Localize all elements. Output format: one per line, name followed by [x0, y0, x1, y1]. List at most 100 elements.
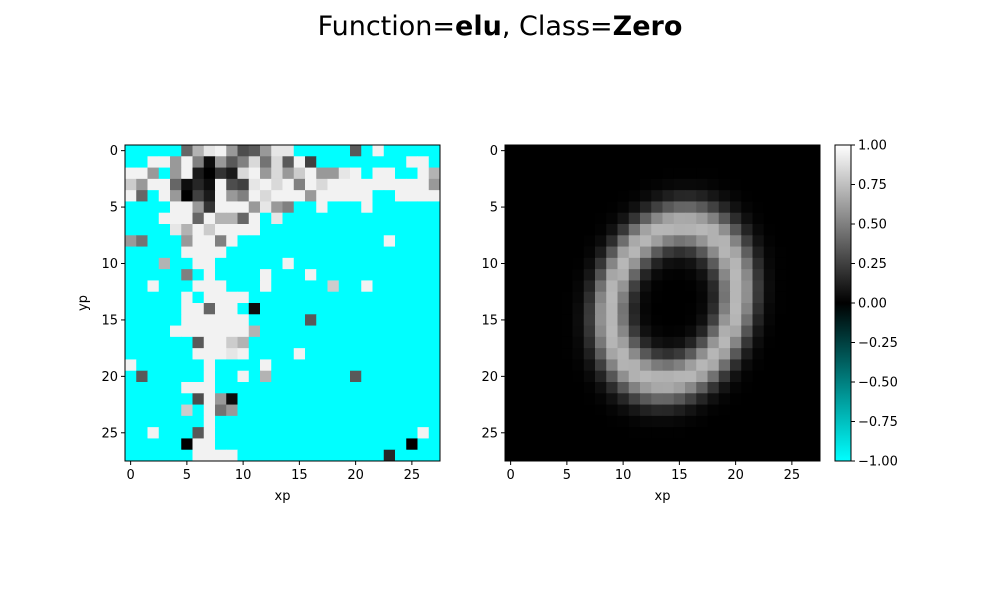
heatmap-cell [516, 393, 528, 405]
heatmap-cell [730, 291, 742, 304]
heatmap-cell [395, 291, 407, 304]
heatmap-cell [282, 178, 295, 191]
heatmap-cell [282, 393, 295, 405]
heatmap-cell [181, 336, 193, 349]
heatmap-cell [651, 201, 663, 214]
heatmap-cell [786, 336, 798, 349]
heatmap-cell [606, 201, 618, 214]
heatmap-cell [583, 224, 596, 236]
heatmap-cell [572, 325, 585, 338]
heatmap-cell [338, 336, 351, 349]
heatmap-cell [505, 336, 517, 349]
heatmap-cell [527, 382, 540, 394]
heatmap-cell [327, 201, 340, 214]
heatmap-cell [147, 156, 160, 168]
heatmap-cell [572, 280, 585, 293]
heatmap-cell [271, 201, 283, 214]
heatmap-cell [808, 291, 821, 304]
heatmap-cell [595, 269, 607, 281]
heatmap-cell [338, 348, 351, 360]
heatmap-cell [226, 303, 238, 315]
heatmap-cell [775, 359, 787, 372]
heatmap-cell [271, 145, 283, 157]
heatmap-cell [316, 393, 328, 405]
heatmap-cell [338, 178, 351, 191]
heatmap-cell [215, 303, 227, 315]
heatmap-cell [125, 348, 137, 360]
heatmap-cell [640, 190, 652, 202]
heatmap-cell [651, 370, 663, 383]
heatmap-cell [170, 201, 182, 214]
heatmap-cell [696, 314, 708, 326]
heatmap-cell [505, 257, 517, 270]
heatmap-cell [417, 314, 430, 326]
heatmap-cell [271, 438, 283, 451]
heatmap-cell [505, 201, 517, 214]
heatmap-cell [673, 393, 686, 405]
heatmap-cell [685, 212, 697, 225]
heatmap-cell [606, 303, 618, 315]
heatmap-cell [628, 348, 641, 360]
heatmap-cell [350, 201, 362, 214]
heatmap-cell [707, 224, 720, 236]
heatmap-cell [685, 201, 697, 214]
heatmap-cell [662, 178, 675, 191]
heatmap-cell [786, 190, 798, 202]
heatmap-cell [271, 303, 283, 315]
heatmap-cell [651, 269, 663, 281]
heatmap-cell [685, 449, 697, 462]
heatmap-cell [741, 393, 753, 405]
heatmap-cell [181, 348, 193, 360]
heatmap-cell [192, 449, 205, 462]
heatmap-cell [372, 325, 385, 338]
heatmap-cell [640, 370, 652, 383]
heatmap-cell [606, 269, 618, 281]
heatmap-cell [293, 178, 306, 191]
heatmap-cell [718, 415, 731, 428]
heatmap-cell [181, 190, 193, 202]
heatmap-cell [572, 427, 585, 439]
heatmap-cell [417, 224, 430, 236]
heatmap-cell [147, 415, 160, 428]
heatmap-cell [538, 393, 551, 405]
heatmap-cell [383, 212, 396, 225]
heatmap-cell [651, 427, 663, 439]
heatmap-cell [628, 382, 641, 394]
heatmap-cell [628, 212, 641, 225]
heatmap-cell [550, 201, 562, 214]
heatmap-cell [651, 235, 663, 247]
heatmap-cell [293, 393, 306, 405]
heatmap-cell [730, 303, 742, 315]
heatmap-cell [158, 235, 171, 247]
heatmap-cell [248, 370, 261, 383]
heatmap-cell [271, 404, 283, 417]
heatmap-cell [158, 348, 171, 360]
y-tick-label: 15 [481, 313, 498, 328]
heatmap-cell [786, 291, 798, 304]
heatmap-cell [561, 314, 573, 326]
heatmap-cell [550, 336, 562, 349]
heatmap-cell [226, 382, 238, 394]
heatmap-cell [215, 235, 227, 247]
heatmap-cell [763, 178, 776, 191]
heatmap-cell [516, 382, 528, 394]
heatmap-cell [662, 156, 675, 168]
heatmap-cell [260, 314, 272, 326]
heatmap-cell [651, 359, 663, 372]
heatmap-cell [248, 269, 261, 281]
heatmap-cell [192, 246, 205, 259]
heatmap-cell [763, 201, 776, 214]
heatmap-cell [248, 178, 261, 191]
heatmap-cell [606, 156, 618, 168]
heatmap-cell [192, 145, 205, 157]
heatmap-cell [215, 382, 227, 394]
heatmap-cell [786, 427, 798, 439]
heatmap-cell [226, 178, 238, 191]
heatmap-cell [651, 325, 663, 338]
heatmap-cell [527, 269, 540, 281]
heatmap-cell [158, 314, 171, 326]
heatmap-cell [808, 201, 821, 214]
heatmap-cell [685, 224, 697, 236]
heatmap-cell [775, 314, 787, 326]
heatmap-cell [417, 145, 430, 157]
